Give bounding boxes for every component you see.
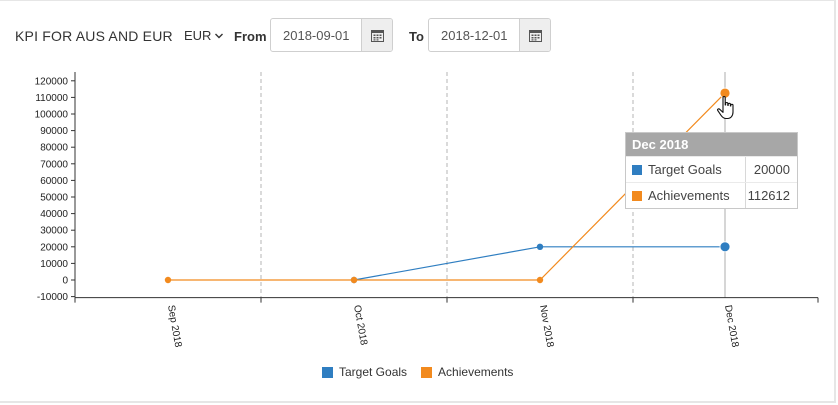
currency-dropdown[interactable]: EUR — [184, 28, 224, 43]
to-date-input[interactable] — [429, 19, 519, 51]
tooltip-title: Dec 2018 — [626, 133, 797, 156]
data-point — [536, 276, 544, 284]
chart-tooltip: Dec 2018 Target Goals 20000 Achievements… — [625, 132, 798, 209]
y-tick-label: 100000 — [35, 110, 69, 121]
currency-value: EUR — [184, 28, 212, 43]
from-date-picker — [270, 18, 393, 52]
data-point — [350, 276, 358, 284]
x-tick-label: Oct 2018 — [351, 304, 369, 346]
y-tick-label: 110000 — [35, 93, 68, 104]
x-tick-label: Dec 2018 — [722, 304, 740, 348]
tooltip-row-value: 20000 — [753, 162, 790, 177]
legend-swatch-achievements — [421, 366, 433, 378]
y-tick-label: 120000 — [35, 76, 69, 87]
legend-item-target-goals[interactable]: Target Goals — [322, 365, 407, 379]
page-title: KPI FOR AUS AND EUR — [15, 28, 173, 44]
legend-item-achievements[interactable]: Achievements — [421, 365, 513, 379]
legend-label: Target Goals — [339, 365, 408, 379]
y-tick-label: 90000 — [40, 126, 68, 137]
y-tick-label: 50000 — [40, 193, 68, 204]
y-tick-label: 80000 — [40, 143, 68, 154]
y-tick-label: -10000 — [37, 292, 69, 303]
data-point — [719, 241, 731, 253]
y-tick-label: 40000 — [40, 209, 68, 220]
tooltip-row-label: Target Goals — [648, 162, 722, 177]
y-tick-label: 20000 — [40, 242, 68, 253]
from-date-input[interactable] — [271, 19, 361, 51]
y-tick-label: 60000 — [40, 176, 68, 187]
series-line-target-goals — [353, 246, 725, 281]
tooltip-row-target: Target Goals 20000 — [626, 156, 797, 182]
tooltip-row-value: 112612 — [747, 188, 790, 203]
calendar-icon — [370, 29, 384, 42]
x-tick-label: Nov 2018 — [537, 304, 555, 348]
hand-pointer-icon — [717, 96, 734, 120]
target-swatch — [632, 164, 642, 175]
y-tick-label: 10000 — [40, 259, 68, 270]
toolbar: KPI FOR AUS AND EUR EUR From To — [0, 18, 836, 54]
y-tick-label: 30000 — [40, 226, 68, 237]
legend-label: Achievements — [438, 365, 514, 379]
calendar-icon — [528, 29, 542, 42]
to-calendar-button[interactable] — [519, 19, 550, 51]
chevron-down-icon — [215, 33, 224, 38]
to-date-picker — [428, 18, 551, 52]
achievements-swatch — [632, 190, 642, 201]
x-tick-label: Sep 2018 — [165, 304, 183, 349]
y-tick-label: 70000 — [40, 159, 68, 170]
to-label: To — [409, 29, 424, 44]
legend-swatch-target — [322, 366, 333, 378]
chart-legend: Target Goals Achievements — [322, 365, 513, 379]
tooltip-row-achievements: Achievements 112612 — [626, 182, 797, 208]
from-calendar-button[interactable] — [361, 19, 392, 51]
data-point — [164, 276, 172, 284]
tooltip-row-label: Achievements — [648, 188, 730, 203]
data-point — [536, 243, 544, 250]
y-tick-label: 0 — [62, 276, 68, 287]
from-label: From — [234, 29, 267, 44]
